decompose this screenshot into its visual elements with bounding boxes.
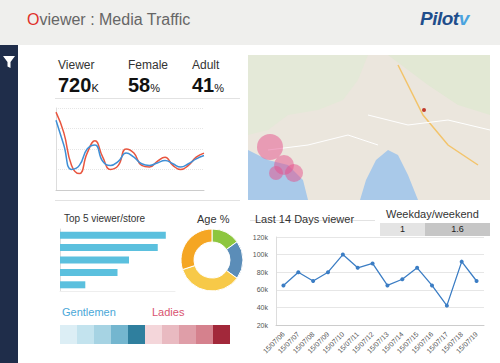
svg-text:20k: 20k xyxy=(257,322,269,329)
svg-text:15/07/06: 15/07/06 xyxy=(261,330,286,355)
svg-text:15/07/16: 15/07/16 xyxy=(410,330,435,355)
svg-text:80k: 80k xyxy=(257,269,269,276)
html-text:Ladies: Ladies xyxy=(152,306,185,318)
html-text:Viewer: Viewer xyxy=(58,58,95,72)
svg-text:60k: 60k xyxy=(257,286,269,293)
svg-text:15/07/19: 15/07/19 xyxy=(455,330,479,354)
svg-text:15/07/15: 15/07/15 xyxy=(395,330,420,355)
html-text:1.6: 1.6 xyxy=(451,224,464,234)
html-text:Female: Female xyxy=(128,58,168,72)
svg-text:15/07/18: 15/07/18 xyxy=(440,330,465,355)
svg-text:15/07/14: 15/07/14 xyxy=(380,330,405,355)
svg-text:120k: 120k xyxy=(253,234,269,241)
svg-text:Last 14 Days viewer: Last 14 Days viewer xyxy=(255,213,354,225)
html-text:58%: 58% xyxy=(128,74,160,96)
svg-text:15/07/07: 15/07/07 xyxy=(276,330,301,355)
html-text:Pilot v: Pilot v xyxy=(420,8,469,29)
svg-text:15/07/11: 15/07/11 xyxy=(336,330,361,355)
svg-text:15/07/13: 15/07/13 xyxy=(365,330,390,355)
svg-text:100k: 100k xyxy=(253,251,269,258)
html-text:Weekday/weekend: Weekday/weekend xyxy=(386,208,479,220)
html-text:O viewer : Media Traffic: O viewer : Media Traffic xyxy=(27,11,191,28)
svg-text:15/07/17: 15/07/17 xyxy=(425,330,450,355)
svg-text:Age %: Age % xyxy=(197,213,230,225)
html-text:41%: 41% xyxy=(192,74,224,96)
svg-text:15/07/09: 15/07/09 xyxy=(306,330,331,355)
svg-text:15/07/10: 15/07/10 xyxy=(321,330,346,355)
svg-text:15/07/12: 15/07/12 xyxy=(350,330,375,355)
html-text:1: 1 xyxy=(400,224,405,234)
svg-text:15/07/08: 15/07/08 xyxy=(291,330,316,355)
html-text:Gentlemen: Gentlemen xyxy=(62,306,116,318)
html-text:Adult: Adult xyxy=(192,58,220,72)
svg-text:Top 5 viewer/store: Top 5 viewer/store xyxy=(64,213,146,224)
html-text:720K: 720K xyxy=(58,74,99,96)
svg-text:40k: 40k xyxy=(257,304,269,311)
